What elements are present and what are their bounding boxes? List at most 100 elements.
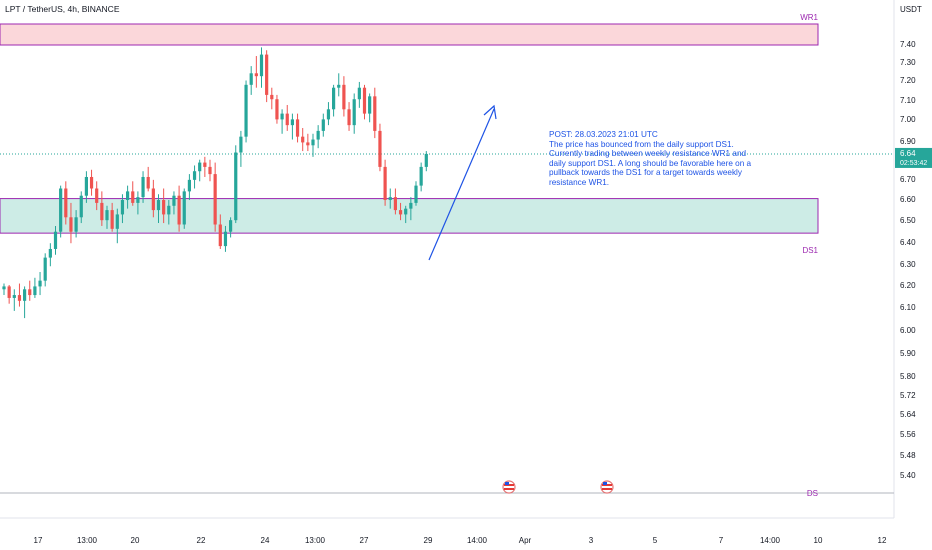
candle-down[interactable] xyxy=(208,159,212,182)
ds1-support-zone[interactable] xyxy=(0,198,819,234)
price-tick-label: 6.60 xyxy=(900,195,916,204)
wr1-resistance-zone[interactable] xyxy=(0,23,819,46)
candle-up[interactable] xyxy=(424,151,428,172)
candle-down[interactable] xyxy=(306,133,310,152)
candle-up[interactable] xyxy=(223,225,228,252)
candle-up[interactable] xyxy=(192,165,197,189)
candle-up[interactable] xyxy=(290,113,294,140)
candle-up[interactable] xyxy=(280,109,284,134)
candle-up[interactable] xyxy=(53,225,58,255)
candle-up[interactable] xyxy=(48,243,52,267)
candle-up[interactable] xyxy=(316,125,320,149)
candle-down[interactable] xyxy=(347,102,351,131)
time-tick-label: 14:00 xyxy=(467,536,488,545)
candle-down[interactable] xyxy=(383,159,387,206)
candle-up[interactable] xyxy=(326,102,331,126)
candle-down[interactable] xyxy=(295,113,300,143)
candle-up[interactable] xyxy=(23,286,27,319)
candle-up[interactable] xyxy=(12,289,16,311)
candle-up[interactable] xyxy=(249,66,253,95)
candle-down[interactable] xyxy=(218,214,222,249)
candle-up[interactable] xyxy=(182,188,186,229)
candle-down[interactable] xyxy=(131,181,135,206)
candle-up[interactable] xyxy=(259,47,264,88)
candle-up[interactable] xyxy=(105,205,109,229)
candle-up[interactable] xyxy=(332,84,336,117)
candle-down[interactable] xyxy=(301,128,305,152)
candle-down[interactable] xyxy=(285,104,289,131)
candle-down[interactable] xyxy=(213,162,217,232)
candle-up[interactable] xyxy=(321,113,325,137)
candle-up[interactable] xyxy=(187,174,191,201)
candle-up[interactable] xyxy=(84,171,88,203)
price-tick-label: 5.80 xyxy=(900,372,916,381)
candle-up[interactable] xyxy=(368,93,372,123)
candle-down[interactable] xyxy=(373,87,377,139)
candle-up[interactable] xyxy=(59,185,63,238)
price-tick-label: 5.72 xyxy=(900,391,916,400)
candle-down[interactable] xyxy=(69,202,73,244)
candle-up[interactable] xyxy=(409,197,413,221)
candle-down[interactable] xyxy=(95,181,99,211)
candle-down[interactable] xyxy=(393,188,397,215)
candle-down[interactable] xyxy=(362,84,367,120)
candle-down[interactable] xyxy=(17,283,22,307)
candle-down[interactable] xyxy=(7,284,11,304)
candle-down[interactable] xyxy=(378,123,382,172)
candle-up[interactable] xyxy=(79,191,83,224)
candle-up[interactable] xyxy=(38,272,42,296)
candle-up[interactable] xyxy=(120,194,125,224)
candle-up[interactable] xyxy=(311,133,315,157)
candle-down[interactable] xyxy=(110,202,114,232)
candle-up[interactable] xyxy=(352,93,356,134)
candle-up[interactable] xyxy=(388,188,392,209)
candle-up[interactable] xyxy=(419,162,423,192)
candle-up[interactable] xyxy=(141,171,145,203)
candle-down[interactable] xyxy=(265,50,269,103)
candle-up[interactable] xyxy=(136,191,140,215)
candle-down[interactable] xyxy=(270,87,274,110)
candle-up[interactable] xyxy=(2,283,6,296)
price-tick-label: 6.50 xyxy=(900,216,916,225)
candle-up[interactable] xyxy=(198,159,202,182)
candle-up[interactable] xyxy=(43,253,47,287)
candle-up[interactable] xyxy=(126,185,130,209)
us-event-icon[interactable] xyxy=(600,480,614,494)
time-axis[interactable]: 17 13:00 20 22 24 13:00 27 29 14:00 Apr 3 5 7 14:00 10… xyxy=(34,536,887,545)
candle-up[interactable] xyxy=(33,277,37,298)
candle-up[interactable] xyxy=(239,130,243,167)
last-price-value: 6.64 xyxy=(900,149,916,158)
us-event-icon[interactable] xyxy=(502,480,516,494)
candle-down[interactable] xyxy=(89,169,94,196)
price-axis[interactable]: 7.407.307.207.107.006.906.806.706.606.50… xyxy=(900,40,916,480)
annotation-line: pullback towards the DS1 for a target to… xyxy=(549,168,742,177)
candle-down[interactable] xyxy=(146,166,150,192)
candle-down[interactable] xyxy=(100,191,104,226)
candle-down[interactable] xyxy=(28,280,32,301)
candle-down[interactable] xyxy=(162,188,166,224)
candle-up[interactable] xyxy=(172,191,176,215)
candle-down[interactable] xyxy=(342,76,346,117)
projection-arrow[interactable] xyxy=(428,104,497,261)
candle-down[interactable] xyxy=(151,179,155,218)
candle-up[interactable] xyxy=(115,208,119,244)
candle-up[interactable] xyxy=(234,145,238,224)
candle-up[interactable] xyxy=(229,217,233,238)
trade-idea-annotation[interactable]: POST: 28.03.2023 21:01 UTC The price has … xyxy=(549,130,779,187)
ds-label: DS xyxy=(807,489,818,498)
candle-up[interactable] xyxy=(337,73,341,97)
candle-up[interactable] xyxy=(156,194,161,224)
candle-up[interactable] xyxy=(404,205,408,224)
candle-up[interactable] xyxy=(74,210,78,238)
candle-up[interactable] xyxy=(414,181,418,206)
candle-up[interactable] xyxy=(357,81,361,108)
candle-down[interactable] xyxy=(254,56,258,88)
candle-down[interactable] xyxy=(177,185,181,232)
candle-down[interactable] xyxy=(275,94,279,124)
candle-down[interactable] xyxy=(203,156,207,177)
candle-up[interactable] xyxy=(244,80,248,143)
candle-up[interactable] xyxy=(167,200,171,225)
candle-down[interactable] xyxy=(398,202,403,221)
candle-down[interactable] xyxy=(64,181,68,225)
